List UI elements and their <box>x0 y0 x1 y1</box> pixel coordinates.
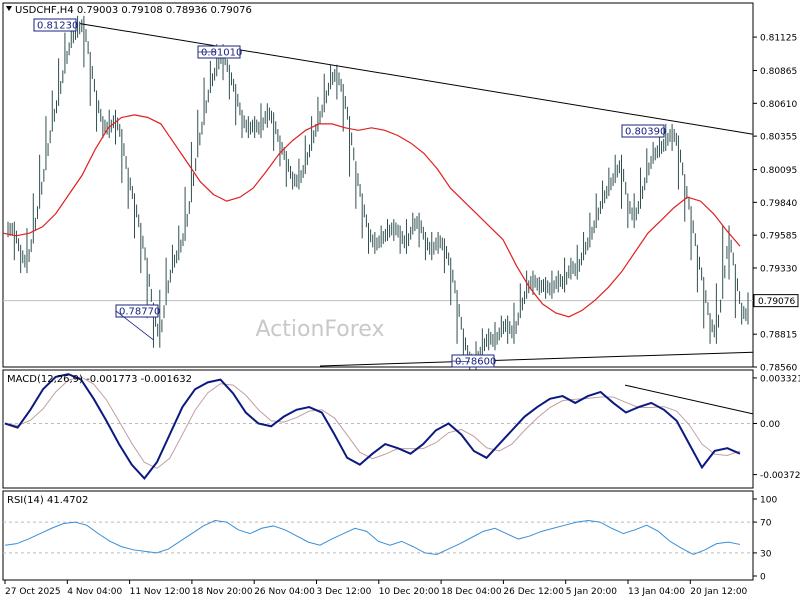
price-axis-label: 0.79585 <box>760 232 797 242</box>
rsi-line <box>4 520 741 555</box>
price-axis-label: 0.78815 <box>760 331 797 341</box>
macd-axis-label: 0.00 <box>760 420 780 430</box>
price-axis-label: 0.80095 <box>760 166 797 176</box>
macd-line <box>4 373 741 480</box>
annotation-label: 0.81010 <box>201 48 242 59</box>
price-axis-label: 0.79840 <box>760 199 797 209</box>
price-bars <box>7 15 749 370</box>
time-axis-label: 13 Jan 04:00 <box>628 587 685 597</box>
current-price-tag: 0.79076 <box>758 297 795 307</box>
price-axis-label: 0.80610 <box>760 100 797 110</box>
annotation-connector <box>663 130 666 132</box>
rsi-axis-label: 100 <box>760 496 777 506</box>
annotation-label: 0.78770 <box>119 307 160 318</box>
upper-trendline <box>79 23 754 135</box>
time-axis-label: 18 Dec 04:00 <box>441 587 502 597</box>
macd-signal-line <box>4 376 741 469</box>
annotation-connector <box>75 23 78 26</box>
time-axis-label: 18 Nov 20:00 <box>192 587 253 597</box>
rsi-axis-label: 0 <box>760 573 766 583</box>
collapse-triangle-icon <box>6 6 12 11</box>
macd-divergence-trendline <box>624 384 754 415</box>
annotation-label: 0.80390 <box>625 127 666 138</box>
price-axis-label: 0.79330 <box>760 264 797 274</box>
macd-title: MACD(12,26,9) -0.001773 -0.001632 <box>7 374 192 385</box>
rsi-title: RSI(14) 41.4702 <box>7 495 88 506</box>
time-axis-label: 3 Dec 12:00 <box>317 587 372 597</box>
current-price-tag-box <box>753 294 799 308</box>
lower-trendline <box>319 351 754 367</box>
panel-frame-macd <box>2 369 754 489</box>
time-axis-label: 11 Nov 12:00 <box>130 587 191 597</box>
annotation-label: 0.78600 <box>455 357 496 368</box>
price-axis-label: 0.80865 <box>760 67 797 77</box>
time-axis-label: 27 Oct 2025 <box>5 587 61 597</box>
annotation-connector <box>115 310 154 341</box>
time-axis-label: 26 Dec 12:00 <box>503 587 564 597</box>
annotation-connector <box>451 360 470 363</box>
time-axis-label: 5 Jan 20:00 <box>566 587 618 597</box>
rsi-axis-label: 70 <box>760 519 772 529</box>
panel-frame-rsi <box>2 490 754 581</box>
annotation-label: 0.81230 <box>37 21 78 32</box>
price-axis-label: 0.80355 <box>760 133 797 143</box>
moving-average-line <box>2 114 741 318</box>
macd-axis-label: 0.003321 <box>760 374 800 384</box>
time-axis-label: 20 Jan 12:00 <box>690 587 747 597</box>
macd-axis-label: -0.003723 <box>760 471 800 481</box>
price-axis-label: 0.78560 <box>760 364 797 374</box>
watermark: ActionForex <box>256 317 385 342</box>
time-axis-label: 4 Nov 04:00 <box>67 587 122 597</box>
time-axis-label: 10 Dec 20:00 <box>379 587 440 597</box>
price-axis-label: 0.81125 <box>760 34 797 44</box>
time-axis-label: 26 Nov 04:00 <box>254 587 315 597</box>
chart-title: USDCHF,H4 0.79003 0.79108 0.78936 0.7907… <box>15 5 252 16</box>
rsi-axis-label: 30 <box>760 549 772 559</box>
